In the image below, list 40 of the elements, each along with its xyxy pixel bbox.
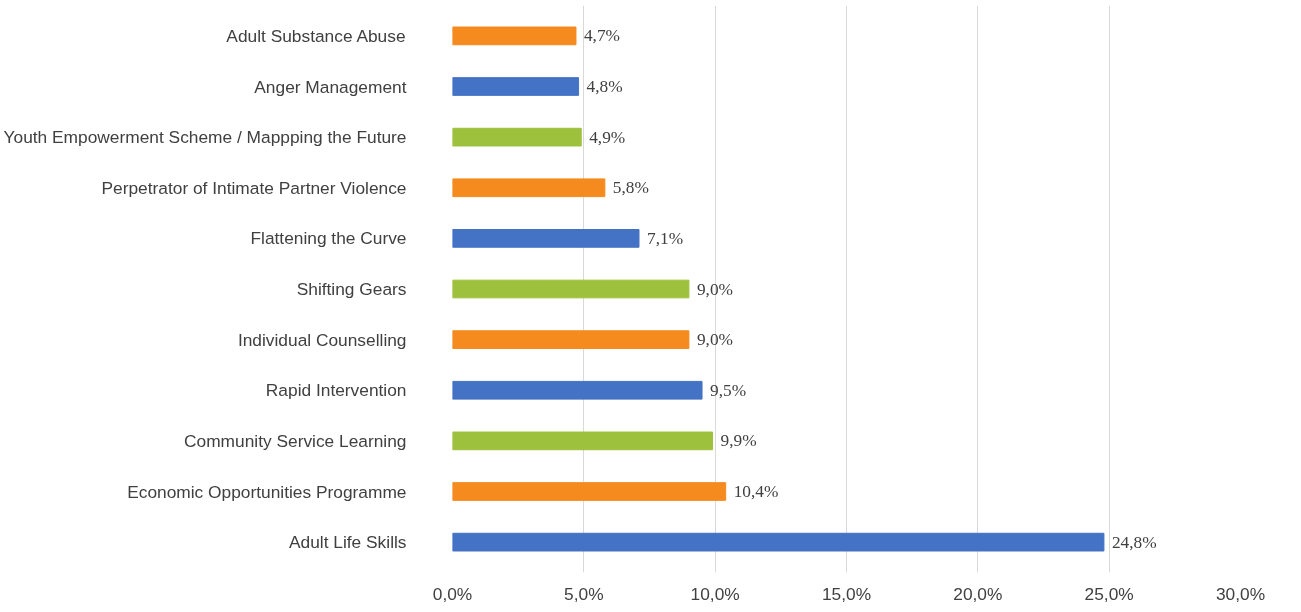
x-tick-label: 0,0% [432, 583, 473, 604]
bar [452, 279, 690, 299]
y-tick-label: Youth Empowerment Scheme / Mappping the Future [3, 127, 407, 148]
data-label: 9,0% [696, 330, 734, 350]
bar [452, 26, 577, 46]
data-label: 24,8% [1111, 532, 1157, 552]
y-tick-label: Anger Management [254, 76, 407, 97]
x-tick-label: 5,0% [564, 583, 604, 604]
y-tick-label: Adult Substance Abuse [226, 25, 406, 46]
data-label: 9,9% [720, 431, 757, 451]
data-label: 10,4% [733, 482, 779, 501]
data-label: 9,0% [696, 279, 734, 299]
data-label: 4,8% [586, 77, 623, 96]
y-tick-label: Adult Life Skills [289, 532, 407, 553]
y-tick-label: Flattening the Curve [250, 228, 407, 249]
data-label: 5,8% [612, 178, 649, 198]
y-tick-label: Perpetrator of Intimate Partner Violence [101, 177, 407, 198]
bar [452, 77, 580, 96]
y-tick-label: Community Service Learning [184, 430, 407, 451]
data-label: 4,7% [583, 26, 621, 46]
bar [452, 482, 727, 501]
bar [452, 229, 640, 248]
bar [452, 178, 606, 198]
x-tick-label: 25,0% [1084, 583, 1134, 604]
x-tick-label: 20,0% [953, 583, 1003, 604]
data-label: 7,1% [646, 228, 684, 248]
x-tick-label: 15,0% [821, 583, 872, 604]
x-tick-label: 10,0% [690, 583, 740, 604]
data-label: 9,5% [710, 380, 747, 400]
bar [452, 380, 703, 400]
data-label: 4,9% [589, 127, 626, 147]
y-tick-label: Rapid Intervention [265, 380, 407, 401]
bar [452, 532, 1105, 552]
y-tick-label: Individual Counselling [237, 329, 407, 350]
bar [452, 431, 714, 451]
y-tick-label: Shifting Gears [296, 279, 407, 299]
y-tick-label: Economic Opportunities Programme [127, 481, 407, 502]
bar [452, 127, 582, 147]
x-tick-label: 30,0% [1215, 583, 1266, 604]
bar [452, 330, 690, 349]
